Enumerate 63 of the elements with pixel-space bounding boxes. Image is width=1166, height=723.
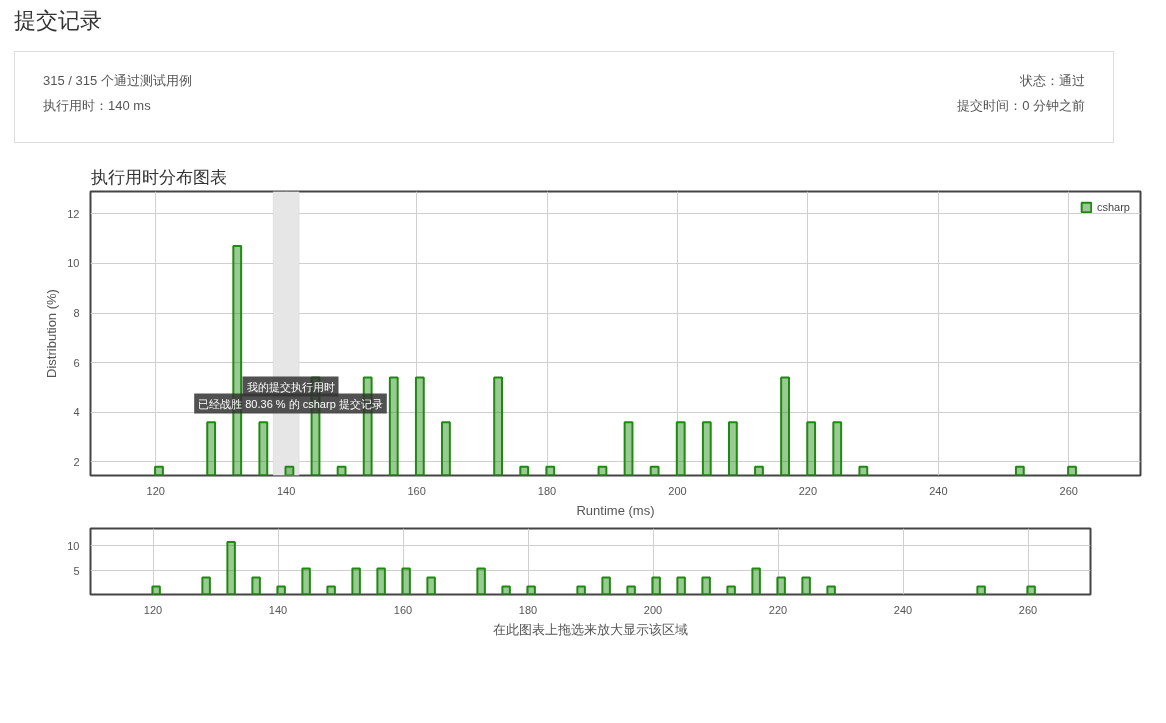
bar [226, 541, 236, 595]
bar [401, 567, 411, 595]
x-tick-label: 140 [276, 484, 296, 497]
bar [826, 585, 836, 595]
bar [776, 576, 786, 595]
x-tick-label: 120 [146, 484, 165, 497]
x-tick-label: 240 [929, 484, 948, 497]
y-axis-title: Distribution (%) [44, 289, 60, 378]
bar [601, 576, 611, 595]
x-tick-label: 160 [393, 603, 413, 616]
y-tick-label: 10 [67, 539, 80, 552]
chart-title: 执行用时分布图表 [90, 167, 227, 187]
y-tick-label: 12 [67, 207, 80, 220]
annotation: 我的提交执行用时 [246, 380, 335, 393]
bar [976, 585, 986, 595]
bar [701, 576, 711, 595]
x-tick-label: 140 [268, 603, 288, 616]
x-tick-label: 180 [518, 603, 538, 616]
text: 提交记录 [14, 7, 102, 35]
annotation: 已经战胜 80.36 % 的 csharp 提交记录 [198, 397, 383, 410]
bar [726, 585, 736, 595]
x-axis-title: 在此图表上拖选来放大显示该区域 [493, 621, 688, 637]
x-tick-label: 260 [1018, 603, 1038, 616]
legend-label: csharp [1096, 201, 1130, 213]
bar [151, 585, 161, 595]
bar [426, 576, 436, 595]
bar [626, 585, 636, 595]
text: 执行用时：140 ms [43, 96, 152, 115]
bar [301, 567, 311, 595]
bar [251, 576, 261, 595]
bar [351, 567, 361, 595]
bar [751, 567, 761, 595]
x-tick-label: 200 [643, 603, 663, 616]
y-tick-label: 4 [73, 406, 80, 419]
y-tick-label: 10 [67, 257, 80, 270]
x-tick-label: 120 [143, 603, 163, 616]
x-axis-title: Runtime (ms) [576, 502, 655, 518]
bar [326, 585, 336, 595]
bar [526, 585, 536, 595]
x-tick-label: 160 [407, 484, 426, 497]
bar [801, 576, 811, 595]
bar [501, 585, 511, 595]
bar [476, 567, 486, 595]
x-tick-label: 220 [768, 603, 788, 616]
y-tick-label: 5 [73, 564, 80, 577]
x-tick-label: 180 [537, 484, 557, 497]
y-tick-label: 8 [73, 307, 80, 320]
text: 状态：通过 [1019, 72, 1085, 90]
bar [201, 576, 211, 595]
bar [651, 576, 661, 595]
text: 315 / 315 个通过测试用例 [43, 72, 192, 90]
x-tick-label: 260 [1059, 484, 1078, 497]
y-tick-label: 2 [73, 455, 80, 468]
bar [276, 585, 286, 595]
x-tick-label: 220 [798, 484, 818, 497]
bar [576, 585, 586, 595]
bar [676, 576, 686, 595]
bar [376, 567, 386, 595]
x-tick-label: 240 [893, 603, 913, 616]
text: 提交时间：0 分钟之前 [957, 96, 1085, 115]
y-tick-label: 6 [73, 356, 80, 369]
bar [1026, 585, 1036, 595]
x-tick-label: 200 [668, 484, 687, 497]
